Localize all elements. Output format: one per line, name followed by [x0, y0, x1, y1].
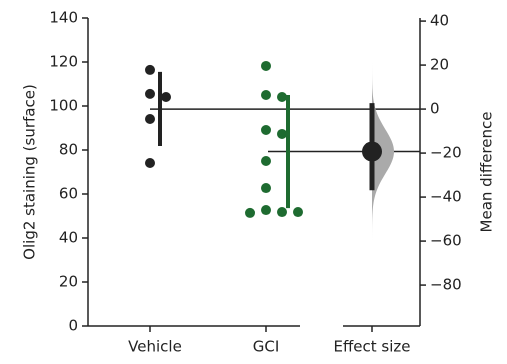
y2-tick-label: 40 — [430, 12, 449, 30]
data-point — [293, 207, 303, 218]
y-tick-label: 140 — [49, 9, 78, 27]
effect-point — [362, 141, 382, 162]
x-tick-label: Effect size — [333, 338, 410, 356]
y-tick-label: 80 — [59, 141, 78, 159]
data-point — [261, 60, 271, 71]
bootstrap-distribution — [372, 62, 394, 241]
data-point — [145, 64, 155, 75]
y2-tick-label: 0 — [430, 100, 440, 118]
data-point — [277, 91, 287, 102]
data-point — [161, 91, 171, 102]
data-point — [145, 113, 155, 124]
data-point — [277, 128, 287, 139]
data-point — [277, 207, 287, 218]
y-tick-label: 100 — [49, 97, 78, 115]
data-point — [261, 183, 271, 194]
y2-tick-label: −80 — [430, 276, 462, 294]
y-tick-label: 0 — [68, 317, 78, 335]
data-point — [245, 207, 255, 218]
y-tick-label: 60 — [59, 185, 78, 203]
y2-tick-label: 20 — [430, 56, 449, 74]
data-point — [261, 205, 271, 216]
y-axis-label: Olig2 staining (surface) — [21, 84, 39, 260]
data-point — [261, 124, 271, 135]
x-tick-label: Vehicle — [128, 338, 182, 356]
data-point — [261, 156, 271, 166]
y2-axis-label: Mean difference — [478, 112, 496, 233]
y2-tick-label: −20 — [430, 144, 462, 162]
y-tick-label: 120 — [49, 53, 78, 71]
x-tick-label: GCI — [253, 338, 280, 356]
y-tick-label: 20 — [59, 273, 78, 291]
y-tick-label: 40 — [59, 229, 78, 247]
y2-tick-label: −40 — [430, 188, 462, 206]
data-point — [145, 157, 155, 168]
data-point — [261, 90, 271, 100]
y2-tick-label: −60 — [430, 232, 462, 250]
data-point — [145, 88, 155, 99]
